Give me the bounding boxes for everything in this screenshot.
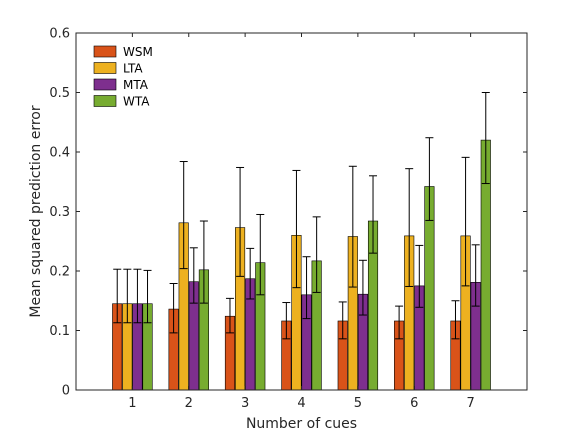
y-tick-label: 0.3 — [49, 205, 70, 220]
x-tick-label: 5 — [354, 396, 362, 411]
x-tick-label: 1 — [128, 396, 136, 411]
legend-swatch-mta — [93, 78, 117, 91]
x-tick-label: 3 — [241, 396, 249, 411]
error-bars-layer — [113, 92, 490, 340]
legend-label-mta: MTA — [123, 78, 149, 92]
y-tick-label: 0.5 — [49, 86, 70, 101]
legend-swatch-lta — [93, 62, 117, 74]
legend-label-wta: WTA — [123, 95, 150, 109]
y-axis-title: Mean squared prediction error — [28, 105, 44, 317]
y-tick-label: 0.6 — [49, 27, 70, 42]
x-tick-label: 2 — [185, 396, 193, 411]
legend-swatch-wta — [93, 95, 117, 107]
x-tick-label: 6 — [410, 396, 418, 411]
legend-swatch-wsm — [93, 45, 117, 58]
y-tick-label: 0.1 — [49, 324, 70, 339]
y-tick-label: 0.2 — [49, 265, 70, 280]
x-tick-label: 4 — [297, 396, 305, 411]
legend-label-wsm: WSM — [123, 45, 153, 59]
x-tick-label: 7 — [466, 396, 474, 411]
legend: WSM LTA MTA WTA — [93, 45, 153, 109]
ticks-layer: 0 0.1 0.2 0.3 0.4 0.5 0.6 1 2 3 4 5 6 7 — [49, 27, 527, 411]
y-tick-label: 0.4 — [49, 146, 70, 161]
legend-label-lta: LTA — [123, 62, 143, 76]
x-axis-title: Number of cues — [246, 416, 357, 432]
y-tick-label: 0 — [62, 384, 70, 399]
